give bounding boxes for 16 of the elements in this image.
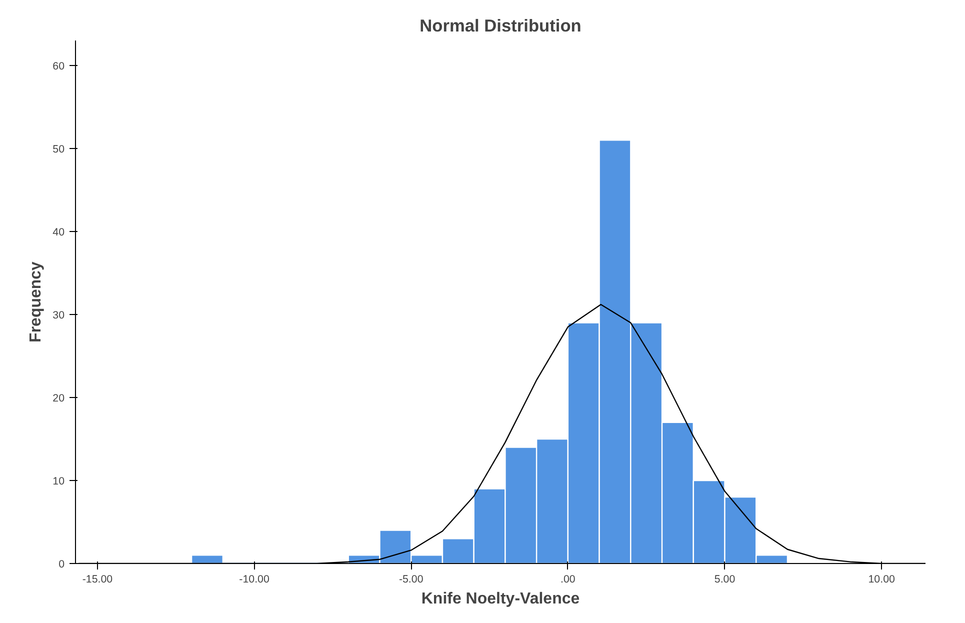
y-tick-label: 50: [52, 143, 65, 156]
x-tick-label: -15.00: [82, 574, 113, 586]
y-tick-label: 40: [52, 226, 65, 238]
x-tick-label: 10.00: [868, 574, 895, 586]
x-tick-label: -5.00: [398, 574, 424, 586]
y-axis-title: Frequency: [28, 261, 45, 342]
x-axis-title: Knife Noelty-Valence: [421, 590, 580, 608]
chart-title: Normal Distribution: [420, 16, 582, 36]
x-tick-label: -10.00: [239, 574, 270, 586]
y-tick-label: 60: [52, 60, 65, 72]
y-tick-label: 30: [52, 309, 65, 322]
x-tick-label: .00: [560, 574, 576, 586]
y-tick-label: 10: [52, 475, 65, 488]
y-tick-label: 0: [58, 558, 65, 570]
y-tick-label: 20: [52, 392, 65, 404]
x-tick-label: 5.00: [714, 574, 736, 586]
